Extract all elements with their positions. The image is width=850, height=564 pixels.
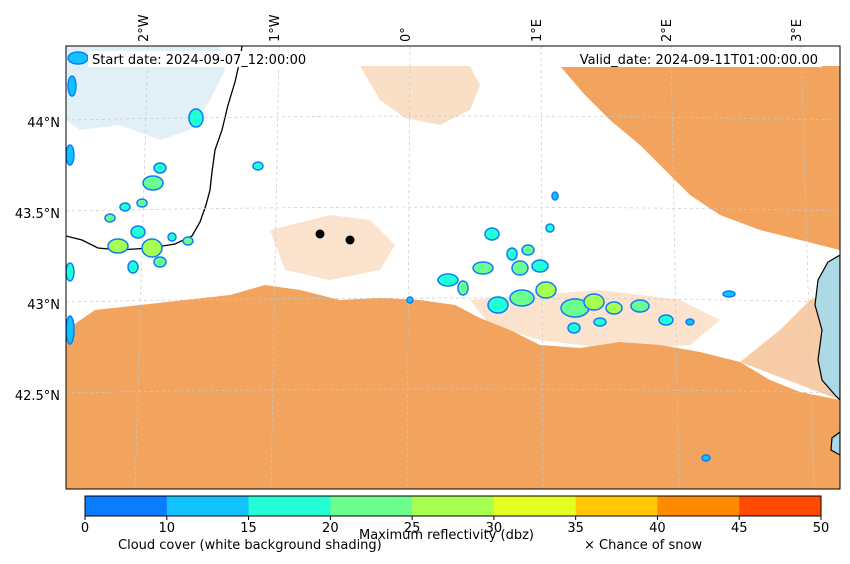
valid-date-text: Valid_date: 2024-09-11T01:00:00.00 [580, 53, 818, 68]
reflectivity-cell [406, 296, 414, 304]
reflectivity-cell [153, 162, 167, 174]
reflectivity-cell [630, 299, 650, 313]
colorbar-frame [84, 495, 822, 517]
cloud-area-northeast [560, 66, 840, 250]
lon-label: 2°W [137, 14, 152, 42]
reflectivity-cell [188, 108, 204, 128]
cloud-wisp-center [270, 215, 395, 280]
reflectivity-cell [136, 198, 148, 208]
colorbar-segment [412, 496, 495, 516]
colorbar-title: Maximum reflectivity (dbz) [359, 528, 534, 543]
graticule [66, 46, 840, 489]
reflectivity-cell [66, 262, 75, 282]
sea-area [814, 254, 840, 401]
reflectivity-cell [182, 236, 194, 246]
location-marker [315, 229, 325, 239]
colorbar-segment [575, 496, 658, 516]
reflectivity-cell [472, 261, 494, 275]
reflectivity-cell [127, 260, 139, 274]
reflectivity-cell [252, 161, 264, 171]
cloud-wisp-north [360, 66, 480, 125]
reflectivity-cell [521, 244, 535, 256]
reflectivity-colorbar: 0 10 15 20 25 30 35 40 45 50 [81, 495, 830, 536]
reflectivity-cell [119, 202, 131, 212]
lon-label: 1°E [530, 19, 545, 42]
reflectivity-cell [104, 213, 116, 223]
colorbar-segment [739, 496, 822, 516]
reflectivity-cell [457, 280, 469, 296]
reflectivity-cell [141, 238, 163, 258]
reflectivity-cell [583, 293, 605, 311]
light-precip-haze [66, 46, 225, 140]
reflectivity-cell [701, 454, 711, 462]
latitude-labels: 44°N 43.5°N 43°N 42.5°N [15, 116, 60, 404]
reflectivity-cell [484, 227, 500, 241]
reflectivity-cell [506, 247, 518, 261]
cloud-cover-shading [66, 66, 840, 489]
reflectivity-cell [658, 314, 674, 326]
reflectivity-cell [535, 281, 557, 299]
cloud-area-south [66, 285, 840, 489]
reflectivity-cell [531, 259, 549, 273]
colorbar-tick-label: 25 [404, 521, 421, 536]
cloud-area-southeast [740, 285, 840, 400]
reflectivity-cell [67, 51, 89, 65]
reflectivity-cell [605, 301, 623, 315]
reflectivity-cell [130, 225, 146, 239]
colorbar-tick-label: 15 [240, 521, 257, 536]
reflectivity-cell [551, 191, 559, 201]
lon-label: 1°W [268, 14, 283, 42]
reflectivity-cells [66, 51, 736, 462]
start-date-text: Start date: 2024-09-07_12:00:00 [92, 53, 306, 68]
lon-label: 2°E [660, 19, 675, 42]
reflectivity-cell [142, 175, 164, 191]
reflectivity-cell [167, 232, 177, 242]
reflectivity-cell [567, 322, 581, 334]
reflectivity-cell [545, 223, 555, 233]
colorbar-segment [493, 496, 577, 516]
reflectivity-cell [107, 238, 129, 254]
reflectivity-cell [685, 318, 695, 326]
reflectivity-cell [66, 315, 75, 345]
cloud-cover-caption: Cloud cover (white background shading) [118, 538, 382, 553]
reflectivity-cell [511, 260, 529, 276]
lon-label: 0° [399, 27, 414, 42]
colorbar-tick-label: 10 [159, 521, 176, 536]
colorbar-tick-label: 30 [486, 521, 503, 536]
valid-date-box [556, 51, 822, 67]
lon-label: 3°E [790, 19, 805, 42]
longitude-labels: 2°W 1°W 0° 1°E 2°E 3°E [137, 14, 805, 42]
colorbar-tick-label: 45 [731, 521, 748, 536]
colorbar-tick-label: 0 [81, 521, 89, 536]
reflectivity-cell [509, 289, 535, 307]
reflectivity-cell [593, 317, 607, 327]
lat-label: 44°N [27, 116, 60, 131]
colorbar-segment [330, 496, 413, 516]
sea-area-south [830, 431, 840, 456]
lat-label: 43°N [27, 298, 60, 313]
colorbar-tick-label: 40 [649, 521, 666, 536]
reflectivity-cell [66, 144, 75, 166]
map-frame [65, 45, 841, 490]
colorbar-segment [657, 496, 740, 516]
lat-label: 42.5°N [15, 389, 60, 404]
location-marker [345, 235, 355, 245]
start-date-box [88, 51, 324, 67]
reflectivity-cell [437, 273, 459, 287]
colorbar-segment [248, 496, 331, 516]
reflectivity-cell [487, 296, 509, 314]
colorbar-tick-label: 35 [567, 521, 584, 536]
colorbar-segment [166, 496, 250, 516]
lat-label: 43.5°N [15, 207, 60, 222]
map-area [66, 46, 840, 489]
reflectivity-cell [153, 256, 167, 268]
colorbar-tick-label: 20 [322, 521, 339, 536]
reflectivity-cell [722, 290, 736, 298]
reflectivity-cell [67, 75, 77, 97]
colorbar-segment [85, 496, 168, 516]
snow-caption: × Chance of snow [584, 538, 703, 553]
colorbar-tick-label: 50 [813, 521, 830, 536]
